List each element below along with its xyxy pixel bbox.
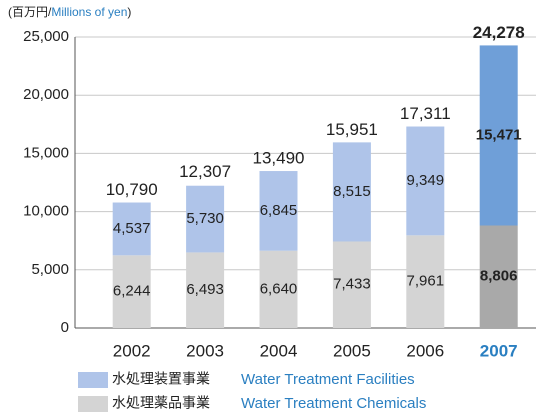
y-tick-label: 15,000 bbox=[23, 144, 69, 161]
value-label: 6,493 bbox=[186, 281, 224, 298]
y-tick-label: 5,000 bbox=[31, 261, 69, 278]
y-tick-label: 0 bbox=[61, 319, 69, 336]
bar-segment bbox=[406, 235, 445, 328]
bar-segment bbox=[479, 225, 518, 328]
bar-segment bbox=[186, 185, 225, 253]
y-label-part: Millions of yen bbox=[51, 5, 127, 19]
value-label: 15,471 bbox=[476, 126, 522, 143]
value-label: 9,349 bbox=[407, 172, 445, 189]
total-label: 10,790 bbox=[106, 180, 158, 199]
bar-segment bbox=[186, 252, 225, 328]
value-label: 8,515 bbox=[333, 183, 371, 200]
y-tick-label: 25,000 bbox=[23, 28, 69, 45]
value-label: 6,845 bbox=[260, 202, 298, 219]
bar-segment bbox=[406, 126, 445, 236]
value-label: 5,730 bbox=[186, 210, 224, 227]
y-label-part: ) bbox=[127, 5, 131, 19]
total-label: 24,278 bbox=[473, 23, 525, 42]
value-label: 7,433 bbox=[333, 276, 371, 293]
legend-label: 水処理薬品事業 bbox=[112, 395, 210, 411]
bar-segment bbox=[112, 255, 151, 328]
x-tick-label: 2006 bbox=[406, 341, 444, 360]
total-label: 15,951 bbox=[326, 120, 378, 139]
legend-swatch bbox=[78, 396, 108, 412]
bar-segment bbox=[332, 142, 371, 242]
value-label: 6,244 bbox=[113, 283, 151, 300]
y-tick-label: 10,000 bbox=[23, 203, 69, 220]
total-label: 12,307 bbox=[179, 162, 231, 181]
total-label: 13,490 bbox=[253, 148, 305, 167]
x-tick-label: 2007 bbox=[480, 341, 518, 360]
x-tick-label: 2004 bbox=[260, 341, 298, 360]
total-label: 17,311 bbox=[400, 104, 451, 123]
y-label-part: (百万円/ bbox=[8, 5, 52, 19]
bar-segment bbox=[259, 250, 298, 328]
x-tick-label: 2003 bbox=[186, 341, 224, 360]
bar-segment bbox=[112, 202, 151, 256]
value-label: 6,640 bbox=[260, 280, 298, 297]
y-tick-label: 20,000 bbox=[23, 86, 69, 103]
bar-segment bbox=[332, 241, 371, 328]
value-label: 7,961 bbox=[407, 273, 445, 290]
legend-swatch bbox=[78, 372, 108, 388]
legend-label: 水処理装置事業 bbox=[112, 371, 210, 387]
bar-segment bbox=[259, 171, 298, 251]
y-axis-label: (百万円/Millions of yen) bbox=[8, 5, 131, 19]
x-tick-label: 2005 bbox=[333, 341, 371, 360]
x-tick-label: 2002 bbox=[113, 341, 151, 360]
legend-label-en: Water Treatment Facilities bbox=[241, 371, 415, 388]
value-label: 8,806 bbox=[480, 268, 518, 285]
bar-segment bbox=[479, 45, 518, 226]
value-label: 4,537 bbox=[113, 220, 151, 237]
legend-label-en: Water Treatment Chemicals bbox=[241, 395, 426, 412]
